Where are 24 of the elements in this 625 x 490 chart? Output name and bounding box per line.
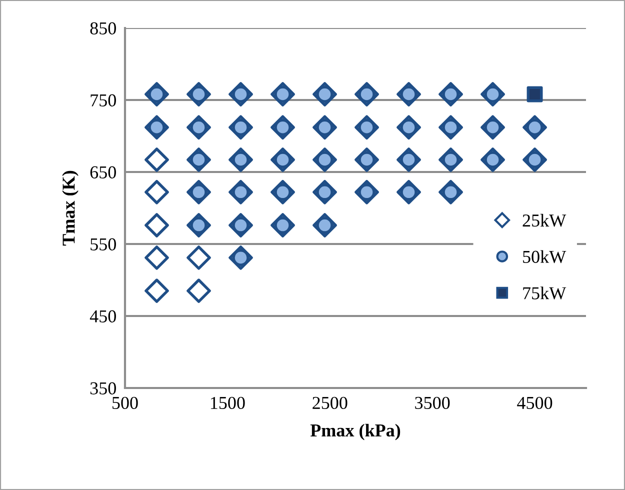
y-tick-label: 350 bbox=[90, 382, 116, 394]
point bbox=[186, 246, 211, 270]
y-tick-label: 550 bbox=[90, 238, 116, 250]
point bbox=[144, 180, 169, 204]
y-tick-label: 850 bbox=[90, 22, 116, 34]
x-tick-label: 4500 bbox=[517, 396, 552, 410]
legend-label: 50kW bbox=[523, 250, 566, 264]
x-axis-title: Pmax (kPa) bbox=[310, 424, 400, 440]
point bbox=[144, 246, 169, 270]
point bbox=[144, 213, 169, 238]
x-tick-label: 1500 bbox=[210, 396, 245, 410]
point bbox=[186, 278, 211, 303]
legend-label: 75kW bbox=[523, 286, 566, 300]
y-tick-label: 750 bbox=[90, 94, 116, 106]
x-tick-label: 500 bbox=[112, 396, 138, 410]
y-tick-label: 650 bbox=[90, 166, 116, 178]
y-tick-label: 450 bbox=[90, 310, 116, 322]
point bbox=[526, 86, 543, 102]
x-tick-label: 2500 bbox=[312, 396, 348, 410]
point bbox=[144, 148, 169, 172]
legend-label: 25kW bbox=[522, 214, 566, 227]
point bbox=[144, 278, 169, 303]
y-axis-title: Tmax (K) bbox=[62, 170, 78, 246]
x-tick-label: 3500 bbox=[415, 396, 450, 410]
